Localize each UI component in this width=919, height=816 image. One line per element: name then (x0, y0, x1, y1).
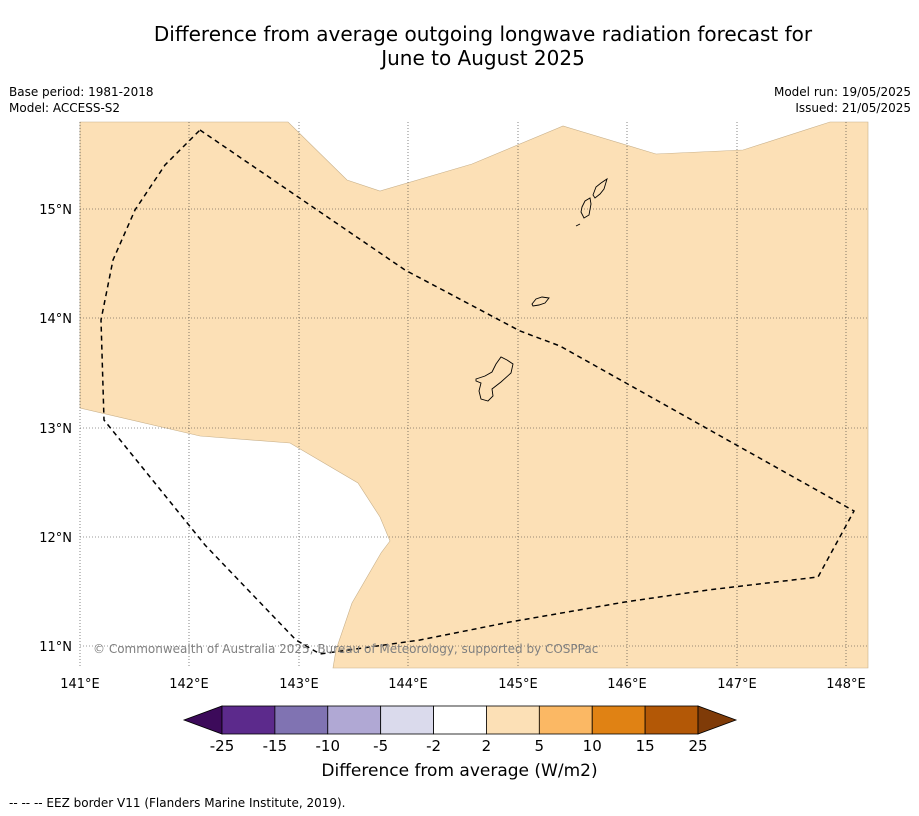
eez-footnote: -- -- -- EEZ border V11 (Flanders Marine… (9, 796, 346, 810)
latitude-tick-label: 14°N (39, 312, 72, 327)
colorbar-segment (644, 705, 699, 735)
colorbar-extend-low (182, 705, 223, 735)
longitude-tick-label: 148°E (826, 677, 866, 692)
run-info: Model run: 19/05/2025 Issued: 21/05/2025 (774, 84, 911, 116)
anomaly-fill-region (79, 121, 869, 669)
colorbar-segment (433, 705, 487, 735)
colorbar-tick-label: 15 (636, 737, 655, 755)
island-saipan (592, 177, 608, 199)
colorbar-segment (274, 705, 329, 735)
longitude-tick-label: 141°E (60, 677, 100, 692)
longitude-tick-label: 146°E (607, 677, 647, 692)
longitude-tick-label: 142°E (169, 677, 209, 692)
island-outlines (475, 177, 608, 402)
longitude-tick-label: 143°E (279, 677, 319, 692)
colorbar-segment (380, 705, 434, 735)
colorbar-segment (486, 705, 540, 735)
colorbar-tick-label: -2 (426, 737, 441, 755)
model-run: Model run: 19/05/2025 (773, 85, 911, 99)
colorbar-tick-label: -15 (263, 737, 288, 755)
latitude-labels: 11°N 12°N 13°N 14°N 15°N (39, 203, 72, 655)
longitude-tick-label: 145°E (498, 677, 538, 692)
colorbar-tick-label: -10 (316, 737, 341, 755)
eez-border (100, 129, 856, 655)
colorbar: -25 -15 -10 -5 -2 2 5 10 15 25 (182, 705, 738, 755)
map-title: Difference from average outgoing longwav… (0, 22, 919, 70)
latitude-tick-label: 15°N (39, 203, 72, 218)
colorbar-tick-label: -5 (373, 737, 388, 755)
longitude-tick-label: 144°E (388, 677, 428, 692)
colorbar-tick-label: 25 (688, 737, 707, 755)
copyright-notice: © Commonwealth of Australia 2025, Bureau… (93, 642, 598, 656)
colorbar-extend-high (697, 705, 738, 735)
island-islet (575, 223, 581, 227)
colorbar-tick-label: 2 (482, 737, 492, 755)
map-panel: © Commonwealth of Australia 2025, Bureau… (79, 121, 869, 669)
model-name: Model: ACCESS-S2 (9, 101, 121, 115)
latitude-tick-label: 11°N (39, 640, 72, 655)
colorbar-segment (221, 705, 276, 735)
issued-date: Issued: 21/05/2025 (795, 101, 911, 115)
island-tinian (580, 197, 592, 219)
colorbar-tick-label: 10 (583, 737, 602, 755)
colorbar-segment (327, 705, 382, 735)
colorbar-tick-label: -25 (210, 737, 235, 755)
longitude-labels: 141°E 142°E 143°E 144°E 145°E 146°E 147°E 148°E (60, 677, 866, 692)
colorbar-tick-label: 5 (535, 737, 545, 755)
island-rota (531, 296, 550, 307)
island-guam (475, 356, 514, 402)
colorbar-segment (591, 705, 646, 735)
base-period: Base period: 1981-2018 (9, 85, 154, 99)
latitude-tick-label: 13°N (39, 422, 72, 437)
title-line-2: June to August 2025 (381, 46, 585, 70)
colorbar-segment (538, 705, 593, 735)
title-line-1: Difference from average outgoing longwav… (153, 22, 813, 46)
latitude-tick-label: 12°N (39, 531, 72, 546)
graticule (79, 122, 868, 668)
longitude-tick-label: 147°E (717, 677, 757, 692)
colorbar-label: Difference from average (W/m2) (321, 761, 598, 781)
model-info: Base period: 1981-2018 Model: ACCESS-S2 (9, 84, 154, 116)
